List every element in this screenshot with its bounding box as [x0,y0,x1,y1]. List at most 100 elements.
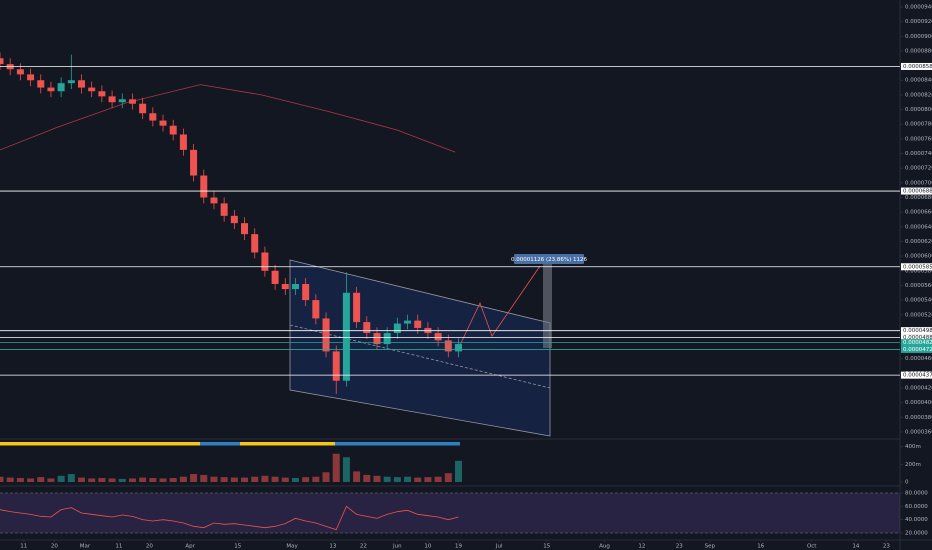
volume-bar [291,478,299,482]
x-tick-label: Jun [392,544,402,550]
y-tick-label: 0.00008000 [905,107,932,113]
x-tick-label: 22 [360,544,367,550]
candle-body [27,74,35,81]
candle-body [179,134,187,150]
candle-body [353,292,361,323]
y-tick-label: 0.00009200 [905,19,932,25]
candle-body [149,113,157,121]
level-label-box [901,334,932,342]
y-tick-label: 400m [905,444,921,450]
candle-body [108,96,116,103]
y-tick-label: 0.00006000 [905,254,932,260]
candle-body [220,203,228,216]
level-label: 0.00004727 [903,347,932,353]
candle-body [251,234,259,253]
level-label: 0.00008588 [903,64,932,70]
y-tick-label: 0.00007000 [905,180,932,186]
level-label: 0.00005855 [903,264,932,270]
y-tick-label: 200m [905,462,921,468]
volume-bar [190,474,198,482]
volume-bar [373,475,381,482]
x-tick-label: 13 [329,544,336,550]
x-tick-label: 16 [757,544,764,550]
volume-bar [332,453,340,482]
candle-body [404,320,412,324]
signal-strip [200,442,240,446]
candle-body [332,351,340,381]
volume-bar [383,476,391,482]
measure-box [543,262,552,348]
y-tick-label: 0.00004200 [905,386,932,392]
volume-bar [210,476,218,482]
volume-bar [200,474,208,482]
x-tick-label: 23 [676,544,683,550]
candle-body [444,340,452,352]
y-tick-label: 0 [905,480,909,486]
x-tick-label: Aug [599,544,610,550]
volume-bar [108,478,116,482]
y-tick-label: 80.0000 [905,491,928,497]
candle-body [37,80,45,88]
x-tick-label: 23 [883,544,890,550]
candle-body [342,292,350,381]
volume-bar [281,477,289,482]
y-tick-label: 40.0000 [905,517,928,523]
y-tick-label: 0.00007400 [905,151,932,157]
y-tick-label: 60.0000 [905,504,928,510]
y-tick-label: 0.00009400 [905,4,932,10]
level-label-box [901,339,932,347]
y-tick-label: 0.00005600 [905,283,932,289]
y-tick-label: 0.00003600 [905,430,932,436]
y-tick-label: 0.00008400 [905,78,932,84]
volume-bar [241,477,249,482]
candle-body [98,91,106,97]
volume-bar [16,478,24,482]
x-tick-label: 10 [424,544,431,550]
y-tick-label: 0.00007800 [905,122,932,128]
volume-bar [302,477,310,482]
x-tick-label: 12 [638,544,645,550]
level-label: 0.00006888 [903,189,932,195]
volume-bar [363,474,371,482]
candle-body [302,283,310,301]
y-tick-label: 0.00006400 [905,224,932,230]
volume-bar [393,477,401,482]
level-label-box [901,327,932,335]
volume-bar [353,471,361,482]
candle-body [281,283,289,290]
candle-body [128,99,136,104]
x-tick-label: 11 [115,544,122,550]
volume-bar [261,475,269,482]
rsi-band [0,493,900,533]
candle-body [414,320,422,328]
candle-body [363,322,371,334]
candle-body [78,80,86,88]
volume-bar [78,477,86,482]
candle-body [291,283,299,290]
candle-body [0,58,4,65]
x-tick-label: Oct [807,544,817,550]
candle-body [190,149,198,176]
volume-bar [88,478,96,482]
x-tick-label: 11 [20,544,27,550]
candle-body [47,87,55,92]
y-tick-label: 0.00009000 [905,34,932,40]
volume-bar [118,478,126,482]
volume-bar [322,472,330,482]
y-tick-label: 0.00007200 [905,166,932,172]
x-tick-label: May [286,544,298,550]
candle-body [67,80,75,84]
candle-body [230,215,238,224]
y-tick-label: 0.00004000 [905,400,932,406]
y-tick-label: 0.00006200 [905,239,932,245]
signal-strip [240,442,335,446]
candle-body [169,125,177,135]
level-label-box [901,187,932,195]
y-tick-label: 0.00003800 [905,415,932,421]
volume-bar [67,474,75,482]
volume-bar [404,476,412,482]
candle-body [210,197,218,204]
candle-body [88,87,96,92]
y-tick-label: 0.00005400 [905,298,932,304]
